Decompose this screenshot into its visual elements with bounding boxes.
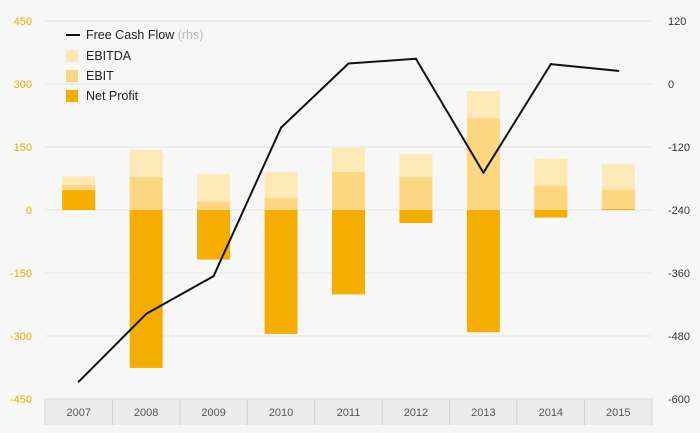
free-cash-flow-point <box>347 62 350 65</box>
bar-net-profit <box>534 210 568 218</box>
legend: Free Cash Flow (rhs) EBITDA EBIT Net Profit <box>66 28 203 103</box>
free-cash-flow-point <box>145 312 148 315</box>
right-tick-label: -360 <box>668 268 690 280</box>
left-tick-label: -150 <box>10 268 32 280</box>
x-tick-label: 2014 <box>539 407 563 419</box>
bar-ebit <box>466 118 500 210</box>
axis-layer: -450 -300 -150 0 150 300 450 -600 -480 -360 -240 -1… <box>10 16 690 425</box>
x-tick-label: 2012 <box>404 407 428 419</box>
legend-series-name: Free Cash Flow <box>86 28 178 42</box>
left-tick-label: -450 <box>10 394 32 406</box>
bar-net-profit <box>466 210 500 333</box>
free-cash-flow-point <box>280 126 283 129</box>
legend-swatch-ebit <box>66 70 78 82</box>
right-tick-label: 0 <box>668 79 674 91</box>
legend-swatch-ebitda <box>66 50 78 62</box>
left-tick-label: 450 <box>14 16 32 28</box>
bar-ebit <box>601 189 635 210</box>
x-tick-label: 2007 <box>66 407 90 419</box>
legend-label-free-cash-flow: Free Cash Flow (rhs) <box>86 28 203 42</box>
legend-label-net-profit: Net Profit <box>86 89 139 103</box>
bar-net-profit <box>399 210 433 224</box>
x-axis-band <box>45 399 652 425</box>
bar-net-profit <box>62 190 96 210</box>
free-cash-flow-point <box>414 57 417 60</box>
free-cash-flow-point <box>482 171 485 174</box>
bar-ebit <box>197 201 231 210</box>
legend-label-ebitda: EBITDA <box>86 49 132 63</box>
x-tick-label: 2010 <box>269 407 293 419</box>
x-tick-label: 2011 <box>337 407 361 419</box>
bars-layer <box>62 91 635 368</box>
left-tick-label: -300 <box>10 331 32 343</box>
left-tick-label: 0 <box>26 205 32 217</box>
bar-net-profit <box>129 210 163 368</box>
line-layer <box>77 57 620 383</box>
bar-net-profit <box>601 209 635 210</box>
x-tick-label: 2013 <box>471 407 495 419</box>
bar-net-profit <box>332 210 365 295</box>
free-cash-flow-point <box>212 275 215 278</box>
x-tick-label: 2015 <box>606 407 630 419</box>
bar-ebit <box>534 185 568 210</box>
bar-net-profit <box>264 210 298 334</box>
bar-ebit <box>129 177 163 210</box>
legend-label-ebit: EBIT <box>86 69 114 83</box>
x-tick-label: 2009 <box>201 407 225 419</box>
right-tick-label: -480 <box>668 331 690 343</box>
right-tick-label: -240 <box>668 205 690 217</box>
bar-ebit <box>264 198 298 210</box>
right-tick-label: -120 <box>668 142 690 154</box>
left-tick-label: 150 <box>14 142 32 154</box>
legend-axis-note: (rhs) <box>178 28 204 42</box>
right-tick-label: 120 <box>668 16 686 28</box>
free-cash-flow-point <box>549 63 552 66</box>
free-cash-flow-point <box>617 69 620 72</box>
x-tick-label: 2008 <box>134 407 158 419</box>
right-tick-label: -600 <box>668 394 690 406</box>
left-tick-label: 300 <box>14 79 32 91</box>
legend-swatch-net-profit <box>66 90 78 102</box>
free-cash-flow-point <box>77 380 80 383</box>
bar-ebit <box>332 172 365 210</box>
bar-ebit <box>399 177 433 210</box>
